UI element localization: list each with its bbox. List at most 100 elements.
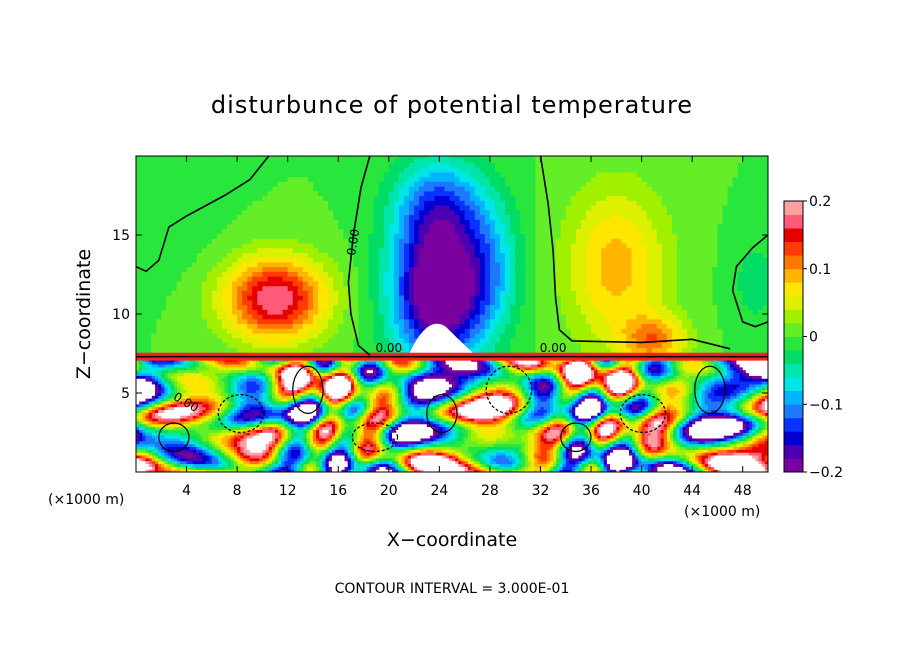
field-cell bbox=[661, 186, 668, 192]
field-cell bbox=[211, 186, 218, 192]
field-cell bbox=[216, 309, 223, 315]
field-cell bbox=[247, 242, 253, 249]
field-cell bbox=[252, 280, 258, 287]
field-cell bbox=[540, 314, 547, 320]
field-cell bbox=[656, 332, 663, 339]
field-cell bbox=[540, 209, 547, 216]
field-cell bbox=[550, 176, 557, 182]
field-cell bbox=[555, 337, 562, 344]
field-cell bbox=[176, 257, 183, 263]
field-cell bbox=[237, 186, 243, 192]
field-cell bbox=[535, 171, 542, 178]
field-cell bbox=[580, 233, 587, 239]
field-cell bbox=[666, 271, 673, 277]
field-cell bbox=[727, 318, 734, 325]
field-cell bbox=[555, 290, 562, 296]
field-cell bbox=[768, 286, 774, 291]
field-cell bbox=[201, 332, 208, 339]
field-cell bbox=[393, 181, 400, 187]
field-cell bbox=[702, 314, 708, 320]
field-cell bbox=[505, 304, 511, 310]
field-cell bbox=[318, 285, 324, 291]
field-cell bbox=[414, 223, 420, 230]
field-cell bbox=[692, 228, 698, 235]
field-cell bbox=[520, 328, 526, 334]
field-cell bbox=[702, 186, 708, 192]
field-cell bbox=[545, 295, 552, 301]
field-cell bbox=[141, 176, 147, 182]
field-cell bbox=[732, 276, 739, 282]
field-cell bbox=[535, 176, 542, 182]
field-cell bbox=[717, 181, 724, 187]
field-cell bbox=[414, 204, 420, 211]
field-cell bbox=[596, 299, 602, 306]
field-cell bbox=[403, 266, 410, 272]
field-cell bbox=[414, 200, 420, 206]
field-cell bbox=[535, 247, 542, 253]
field-cell bbox=[328, 328, 334, 334]
field-cell bbox=[343, 233, 349, 239]
field-cell bbox=[287, 186, 294, 192]
field-cell bbox=[500, 266, 506, 272]
field-cell bbox=[601, 304, 607, 310]
field-cell bbox=[323, 332, 329, 339]
field-cell bbox=[353, 347, 360, 353]
field-cell bbox=[692, 238, 698, 244]
field-cell bbox=[646, 347, 653, 353]
field-cell bbox=[232, 167, 238, 173]
field-cell bbox=[545, 190, 552, 197]
field-cell bbox=[560, 323, 567, 329]
field-cell bbox=[747, 280, 754, 287]
field-cell bbox=[424, 323, 430, 329]
field-cell bbox=[186, 285, 193, 291]
field-cell bbox=[206, 309, 213, 315]
field-cell bbox=[489, 304, 496, 310]
field-cell bbox=[565, 276, 572, 282]
field-cell bbox=[687, 328, 693, 334]
field-cell bbox=[343, 252, 349, 258]
field-cell bbox=[343, 171, 349, 178]
field-cell bbox=[515, 295, 521, 301]
field-cell bbox=[424, 223, 430, 230]
field-cell bbox=[378, 238, 385, 244]
field-cell bbox=[671, 200, 678, 206]
field-cell bbox=[687, 214, 693, 220]
field-cell bbox=[242, 233, 248, 239]
field-cell bbox=[393, 304, 400, 310]
field-cell bbox=[227, 314, 233, 320]
field-cell bbox=[262, 337, 269, 344]
field-cell bbox=[247, 214, 253, 220]
field-cell bbox=[757, 342, 764, 348]
field-cell bbox=[464, 233, 471, 239]
field-cell bbox=[742, 299, 749, 306]
field-cell bbox=[393, 299, 400, 306]
field-cell bbox=[636, 190, 643, 197]
field-cell bbox=[216, 238, 223, 244]
field-cell bbox=[191, 276, 198, 282]
field-cell bbox=[631, 190, 638, 197]
field-cell bbox=[292, 181, 299, 187]
field-cell bbox=[575, 223, 582, 230]
field-cell bbox=[409, 337, 415, 344]
field-cell bbox=[580, 266, 587, 272]
field-cell bbox=[338, 186, 344, 192]
field-cell bbox=[292, 242, 299, 249]
field-cell bbox=[631, 285, 638, 291]
field-cell bbox=[166, 299, 172, 306]
field-cell bbox=[585, 342, 592, 348]
field-cell bbox=[398, 295, 405, 301]
field-cell bbox=[580, 223, 587, 230]
field-cell bbox=[409, 223, 415, 230]
field-cell bbox=[515, 252, 521, 258]
field-cell bbox=[221, 223, 228, 230]
field-cell bbox=[211, 266, 218, 272]
field-cell bbox=[768, 342, 774, 347]
field-cell bbox=[520, 285, 526, 291]
field-cell bbox=[318, 186, 324, 192]
field-cell bbox=[464, 214, 471, 220]
field-cell bbox=[585, 299, 592, 306]
field-cell bbox=[661, 238, 668, 244]
field-cell bbox=[383, 176, 390, 182]
field-cell bbox=[762, 342, 768, 348]
field-cell bbox=[666, 190, 673, 197]
